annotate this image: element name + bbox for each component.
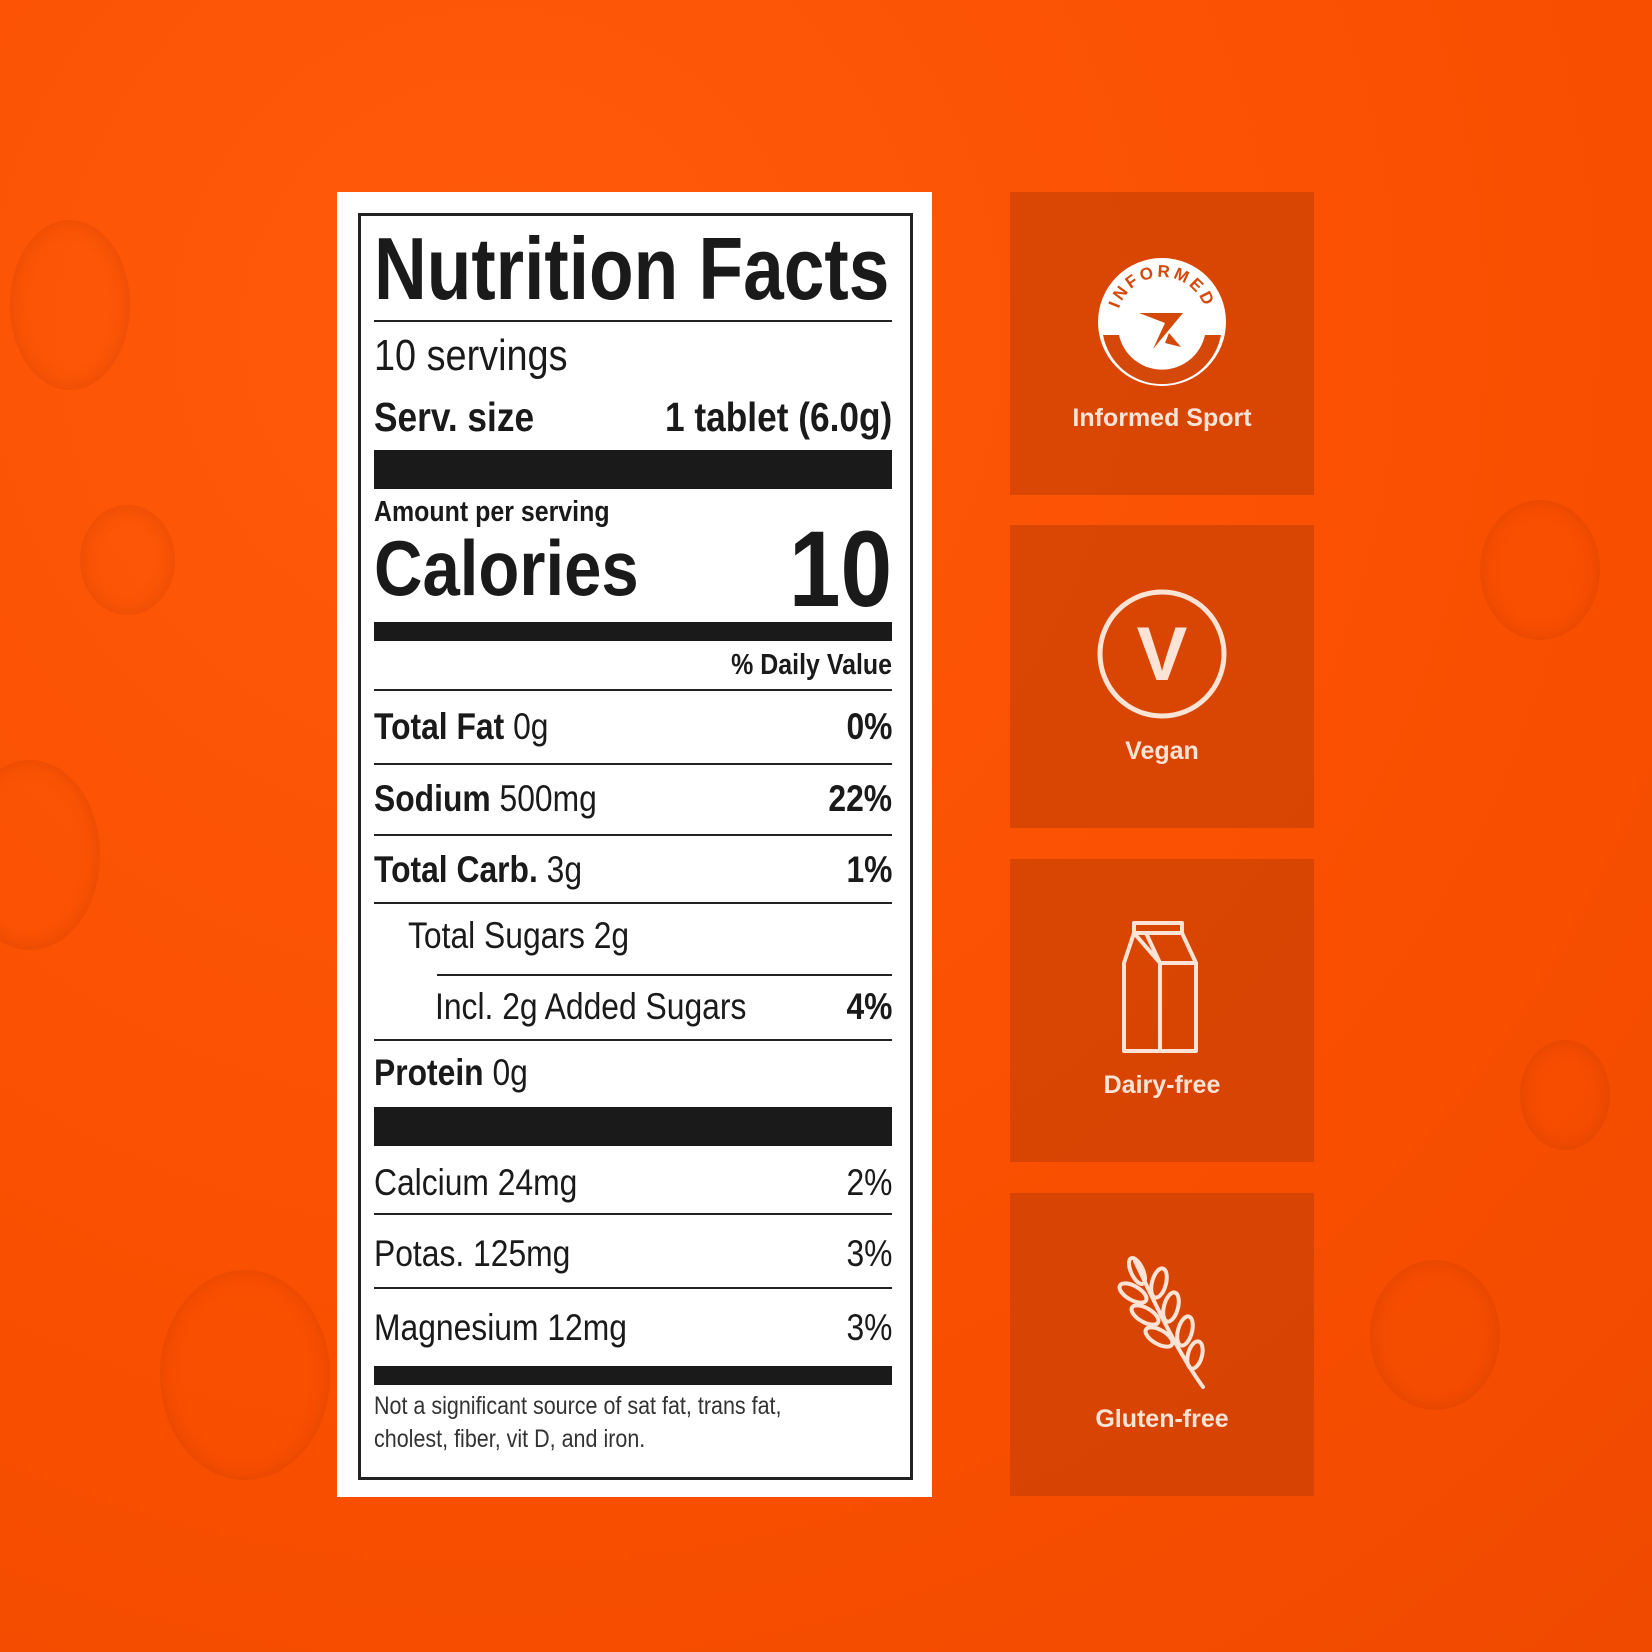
divider [374, 763, 892, 765]
mineral-row-calcium: Calcium 24mg 2% [374, 1162, 892, 1203]
servings-count: 10 servings [374, 331, 568, 380]
water-droplet [160, 1270, 330, 1480]
nutrient-amount: 500mg [499, 778, 597, 819]
amount-per-serving: Amount per serving [374, 495, 610, 528]
nutrient-name: Sodium [374, 778, 491, 819]
nutrient-row-total-carb: Total Carb. 3g 1% [374, 849, 892, 890]
divider [374, 1039, 892, 1041]
mineral-row-magnesium: Magnesium 12mg 3% [374, 1307, 892, 1348]
serving-size-label: Serv. size [374, 393, 535, 440]
divider [437, 974, 892, 976]
nutrient-row-sodium: Sodium 500mg 22% [374, 778, 892, 819]
thick-divider [374, 1107, 892, 1146]
nutrient-amount: 3g [546, 849, 583, 890]
nutrient-dv: 4% [846, 986, 892, 1027]
nutrient-dv: 0% [846, 706, 892, 747]
nutrient-name: Incl. 2g Added Sugars [435, 986, 747, 1027]
svg-text:V: V [1137, 612, 1188, 697]
nutrient-name: Total Sugars 2g [408, 915, 630, 956]
mineral-dv: 2% [846, 1162, 892, 1203]
divider [374, 320, 892, 322]
nutrient-row-total-sugars: Total Sugars 2g [408, 915, 892, 956]
mineral-name: Magnesium 12mg [374, 1307, 627, 1348]
nutrient-amount: 0g [513, 706, 549, 747]
mineral-name: Calcium 24mg [374, 1162, 578, 1203]
badge-label: Vegan [1125, 737, 1199, 765]
nutrient-amount: 0g [492, 1052, 528, 1093]
badge-label: Informed Sport [1072, 404, 1252, 432]
medium-divider [374, 1366, 892, 1385]
mineral-row-potassium: Potas. 125mg 3% [374, 1233, 892, 1274]
calories-label: Calories [374, 523, 639, 612]
nutrient-name: Total Fat [374, 706, 505, 747]
nutrient-name: Protein [374, 1052, 484, 1093]
nutrient-row-total-fat: Total Fat 0g 0% [374, 706, 892, 747]
water-droplet [10, 220, 130, 390]
nutrient-row-added-sugars: Incl. 2g Added Sugars 4% [435, 986, 892, 1027]
nutrient-row-protein: Protein 0g [374, 1052, 892, 1093]
daily-value-header: % Daily Value [731, 648, 892, 681]
divider [374, 834, 892, 836]
mineral-dv: 3% [846, 1233, 892, 1274]
badge-label: Gluten-free [1095, 1405, 1229, 1433]
badge-label: Dairy-free [1103, 1071, 1221, 1099]
medium-divider [374, 622, 892, 641]
nutrition-label-card [337, 192, 932, 1497]
divider [374, 689, 892, 691]
milk-carton-icon [1122, 921, 1198, 1053]
wheat-icon [1117, 1256, 1205, 1389]
water-droplet [1370, 1260, 1500, 1410]
nutrient-dv: 1% [846, 849, 892, 890]
water-droplet [1480, 500, 1600, 640]
divider [374, 1213, 892, 1215]
nutrient-name: Total Carb. [374, 849, 538, 890]
badge-informed-sport: INFORMED WE TEST · YOU TRUST Informed Sp… [1010, 192, 1314, 495]
divider [374, 902, 892, 904]
water-droplet [80, 505, 175, 615]
divider [374, 1287, 892, 1289]
informed-sport-logo-icon: INFORMED WE TEST · YOU TRUST [1098, 258, 1226, 386]
calories-value: 10 [788, 507, 892, 629]
vegan-v-icon: V [1097, 589, 1227, 719]
mineral-dv: 3% [846, 1307, 892, 1348]
serving-size-value: 1 tablet (6.0g) [664, 393, 892, 440]
badge-gluten-free: Gluten-free [1010, 1193, 1314, 1496]
nutrition-facts-title: Nutrition Facts [374, 219, 890, 318]
nutrition-label-border [358, 213, 913, 1480]
water-droplet [0, 760, 100, 950]
footnote-line-1: Not a significant source of sat fat, tra… [374, 1391, 782, 1420]
water-droplet [1520, 1040, 1610, 1150]
mineral-name: Potas. 125mg [374, 1233, 571, 1274]
badge-vegan: V Vegan [1010, 525, 1314, 828]
badge-dairy-free: Dairy-free [1010, 859, 1314, 1162]
thick-divider [374, 450, 892, 489]
nutrient-dv: 22% [828, 778, 892, 819]
footnote-line-2: cholest, fiber, vit D, and iron. [374, 1424, 646, 1453]
